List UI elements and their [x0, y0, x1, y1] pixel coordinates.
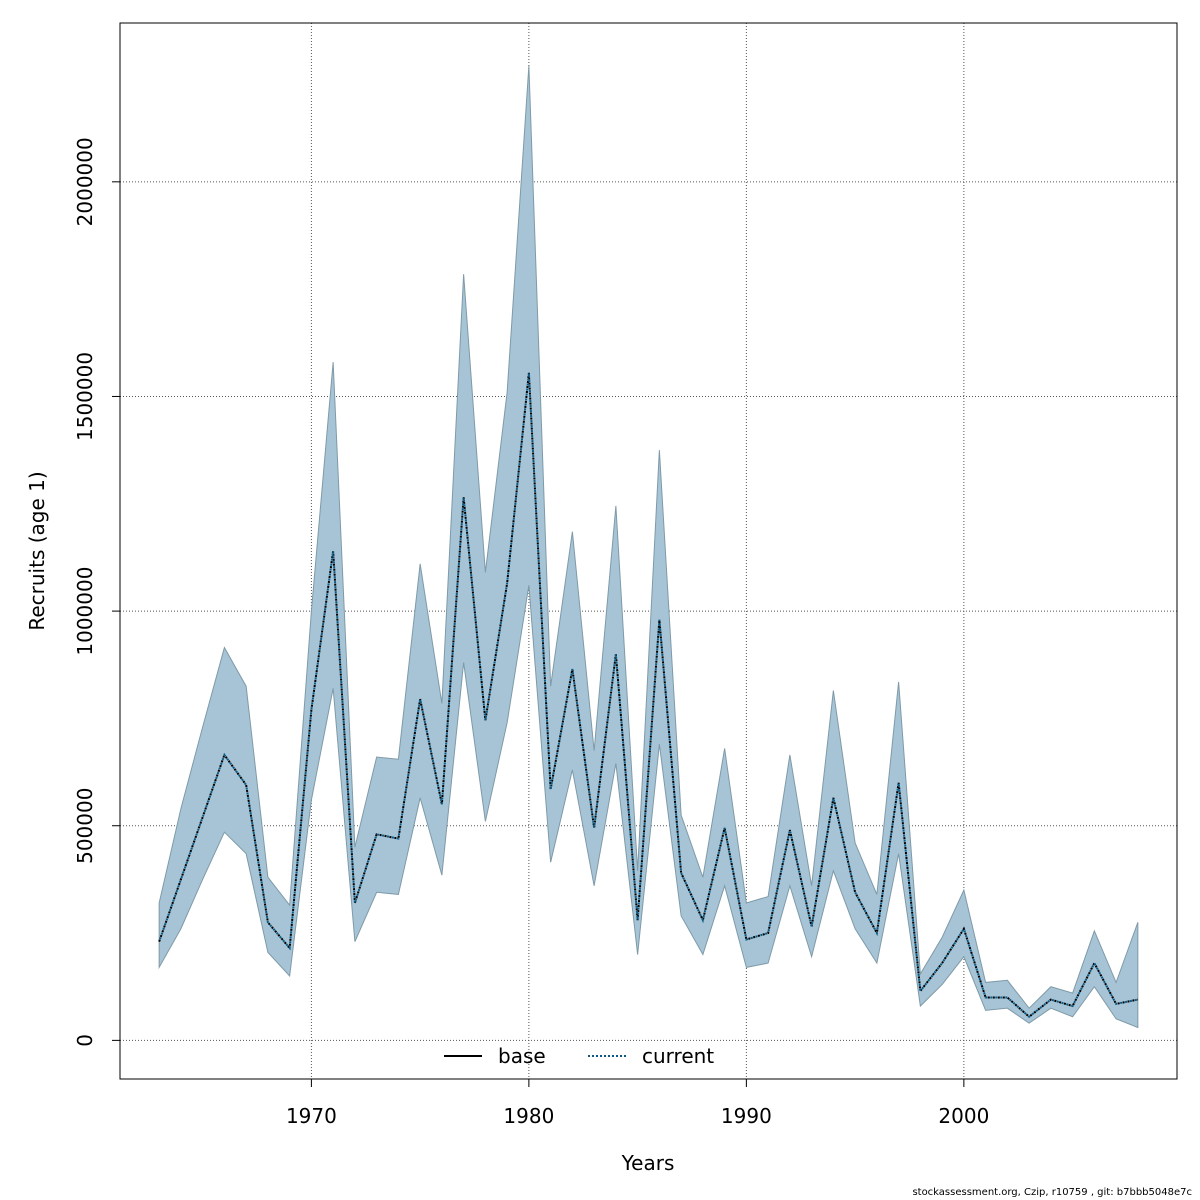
x-axis: 1970 1980 1990 2000 — [286, 1079, 989, 1128]
y-tick-label: 1500000 — [73, 352, 97, 441]
plot-frame — [119, 22, 1178, 1080]
footer-credit: stockassessment.org, Czip, r10759 , git:… — [912, 1187, 1192, 1198]
legend-label-current: current — [642, 1044, 714, 1068]
y-tick-label: 500000 — [73, 788, 97, 864]
legend-label-base: base — [498, 1044, 546, 1068]
y-tick-label: 1000000 — [73, 567, 97, 656]
y-axis: 0 500000 1000000 1500000 2000000 — [73, 137, 120, 1047]
x-tick-label: 2000 — [938, 1104, 989, 1128]
series-line-current — [158, 372, 1139, 1019]
confidence-band-area — [158, 65, 1139, 1029]
y-tick-label: 0 — [73, 1034, 97, 1047]
y-axis-label: Recruits (age 1) — [25, 471, 49, 630]
x-tick-label: 1990 — [721, 1104, 772, 1128]
series-line-base — [158, 372, 1139, 1019]
x-tick-label: 1980 — [503, 1104, 554, 1128]
series-lines — [158, 372, 1139, 1019]
confidence-band — [158, 65, 1139, 1029]
y-tick-label: 2000000 — [73, 137, 97, 226]
x-axis-label: Years — [621, 1151, 675, 1175]
x-tick-label: 1970 — [286, 1104, 337, 1128]
legend: base current — [444, 1044, 714, 1068]
